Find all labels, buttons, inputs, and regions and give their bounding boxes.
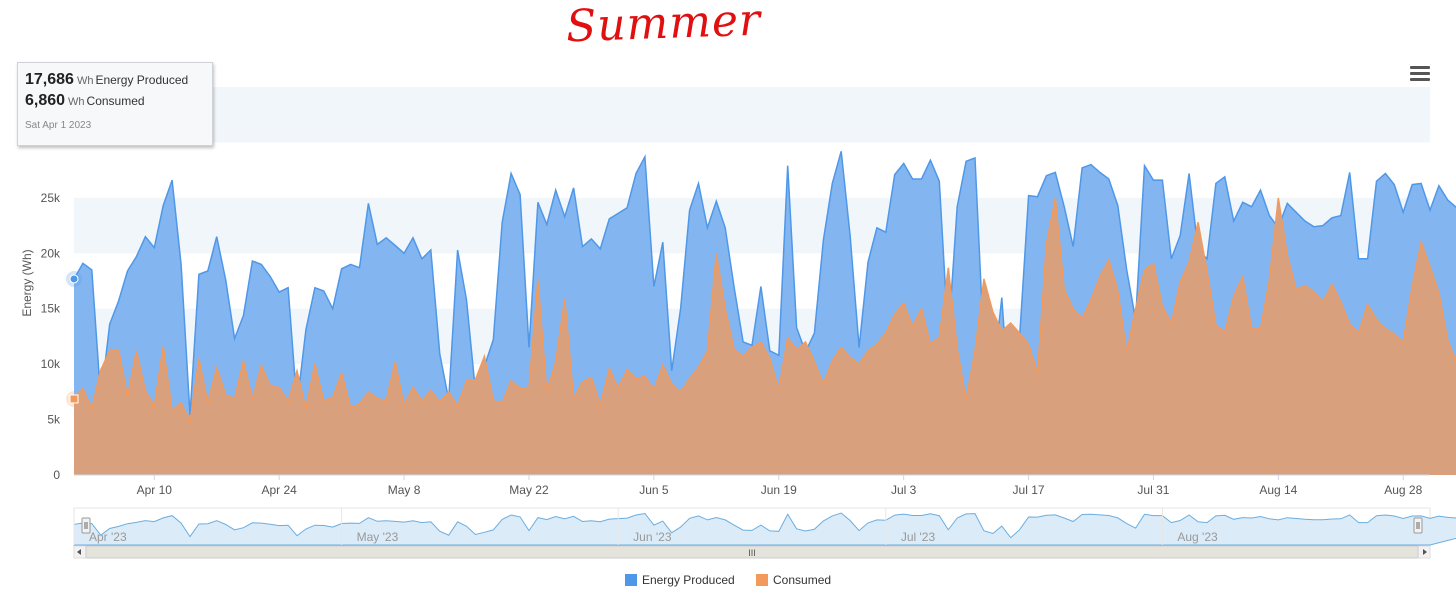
x-tick-label: May 8	[388, 483, 421, 497]
navigator: Apr '23 May '23 Jun '23 Jul '23 Aug '23 III	[73, 507, 1456, 559]
y-axis-title: Energy (Wh)	[20, 249, 34, 316]
x-tick-label: Jul 17	[1013, 483, 1045, 497]
hover-markers	[66, 270, 82, 407]
legend-label-consumed: Consumed	[773, 573, 832, 587]
legend-item-energy-produced[interactable]: Energy Produced	[624, 573, 735, 587]
plot-band	[74, 197, 1430, 254]
series-consumed[interactable]	[73, 197, 1456, 475]
y-tick-label: 10k	[41, 357, 61, 371]
navigator-label: May '23	[357, 530, 399, 544]
hamburger-menu-icon[interactable]	[1410, 66, 1430, 82]
x-tick-label: Aug 14	[1259, 483, 1297, 497]
tooltip-consumed-value: 6,860	[25, 92, 66, 109]
y-tick-label: 20k	[41, 246, 61, 260]
tooltip-produced-label: Energy Produced	[95, 73, 189, 87]
navigator-label: Aug '23	[1177, 530, 1218, 544]
x-tick-label: Apr 24	[262, 483, 298, 497]
tooltip-date: Sat Apr 1 2023	[25, 120, 92, 131]
plot-band	[74, 87, 1430, 143]
y-axis: 0 5k 10k 15k 20k 25k	[41, 191, 61, 482]
y-tick-label: 5k	[47, 413, 61, 427]
legend: Energy Produced Consumed	[0, 573, 1456, 589]
scroll-left-arrow-icon[interactable]	[77, 549, 81, 555]
navigator-label: Jun '23	[633, 530, 672, 544]
navigator-label: Jul '23	[901, 530, 936, 544]
x-tick-label: Jun 5	[639, 483, 669, 497]
x-tick-label: Apr 10	[137, 483, 173, 497]
scrollbar-grip-icon: III	[748, 548, 756, 558]
series-layer	[73, 151, 1456, 475]
x-tick-label: Jul 31	[1137, 483, 1169, 497]
x-tick-label: Jun 19	[761, 483, 797, 497]
legend-item-consumed[interactable]: Consumed	[756, 573, 831, 587]
navigator-right-handle[interactable]	[1413, 517, 1423, 534]
y-tick-label: 15k	[41, 302, 61, 316]
x-tick-label: Jul 3	[891, 483, 917, 497]
navigator-left-handle[interactable]	[81, 517, 91, 534]
x-axis: Apr 10 Apr 24 May 8 May 22 Jun 5 Jun 19 Jul 3 J…	[137, 475, 1423, 497]
legend-swatch-consumed	[756, 574, 769, 586]
produced-hover-marker	[69, 274, 79, 284]
tooltip-produced-value: 17,686	[25, 71, 74, 88]
x-tick-label: Aug 28	[1384, 483, 1422, 497]
tooltip-consumed-label: Consumed	[86, 94, 145, 108]
x-tick-label: May 22	[509, 483, 549, 497]
y-tick-label: 25k	[41, 191, 61, 205]
series-line	[73, 197, 1456, 425]
tooltip-produced-unit: Wh	[76, 75, 94, 87]
tooltip: 17,686 Wh Energy Produced 6,860 Wh Consumed …	[17, 62, 213, 146]
scroll-right-arrow-icon[interactable]	[1423, 549, 1427, 555]
tooltip-produced-row: 17,686 Wh Energy Produced	[25, 71, 188, 89]
tooltip-consumed-row: 6,860 Wh Consumed	[25, 92, 145, 110]
navigator-scrollbar-thumb[interactable]	[85, 545, 1419, 559]
legend-swatch-produced	[624, 574, 637, 586]
legend-label-produced: Energy Produced	[641, 573, 735, 587]
consumed-hover-marker	[69, 394, 79, 404]
y-tick-label: 0	[53, 468, 60, 482]
tooltip-consumed-unit: Wh	[68, 96, 85, 108]
navigator-series	[73, 512, 1456, 546]
navigator-label: Apr '23	[89, 530, 127, 544]
